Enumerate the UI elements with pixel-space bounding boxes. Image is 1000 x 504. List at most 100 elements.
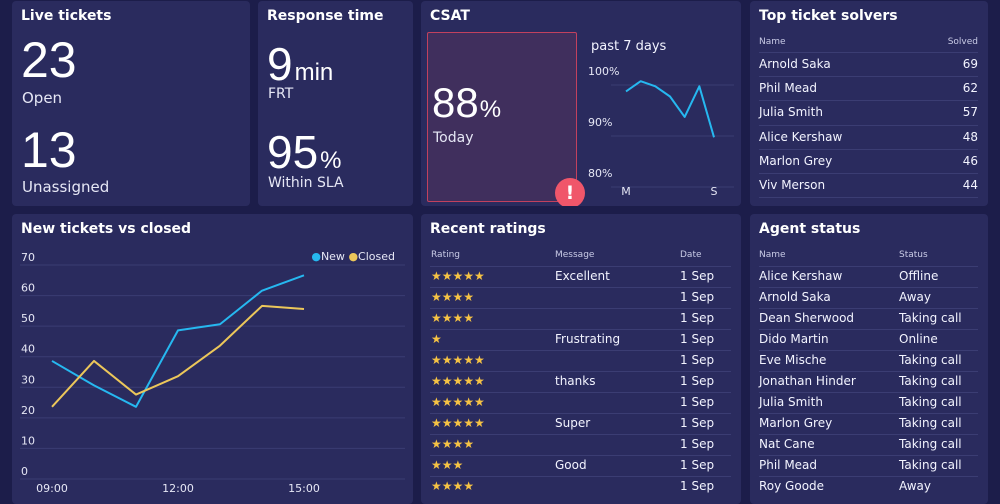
table-row-divider	[759, 434, 978, 435]
star-rating: ★	[431, 332, 442, 346]
frt-value: 9	[267, 38, 293, 90]
top-solvers-title: Top ticket solvers	[759, 8, 898, 24]
csat-today-metric: 88%	[432, 79, 501, 127]
solver-name: Alice Kershaw	[759, 129, 843, 144]
table-row-divider	[430, 476, 731, 477]
star-rating: ★★★★	[431, 437, 475, 451]
rating-message: Super	[555, 416, 591, 430]
agent-status: Taking call	[899, 437, 962, 451]
unassigned-count: 13	[21, 122, 77, 178]
csat-today-value: 88	[432, 79, 479, 126]
solvers-col-name: Name	[759, 37, 786, 47]
agent-status: Taking call	[899, 374, 962, 388]
solver-name: Viv Merson	[759, 178, 826, 192]
frt-unit: min	[294, 59, 334, 86]
solver-count: 48	[962, 129, 978, 144]
legend-new-label: New	[320, 250, 345, 263]
agent-name: Marlon Grey	[759, 416, 833, 430]
table-row-divider	[759, 124, 978, 126]
agent-status: Taking call	[899, 458, 962, 472]
csat-today-unit: %	[479, 96, 502, 123]
agent-status: Taking call	[899, 416, 962, 430]
x-tick-label: M	[621, 185, 631, 198]
rating-date: 1 Sep	[680, 332, 715, 346]
table-row-divider	[430, 434, 731, 435]
ratings-col-rating: Rating	[431, 250, 461, 260]
csat-trend-chart: 100% 90% 80% M S	[588, 65, 734, 198]
new-vs-closed-title: New tickets vs closed	[21, 221, 192, 237]
table-row-divider	[759, 76, 978, 78]
agent-name: Roy Goode	[759, 479, 825, 493]
rating-date: 1 Sep	[680, 269, 715, 283]
live-tickets-card: Live tickets 23 Open 13 Unassigned	[12, 1, 250, 206]
table-row-divider	[759, 392, 978, 393]
response-time-title: Response time	[267, 8, 384, 24]
top-solvers-card: Top ticket solvers Name Solved Arnold Sa…	[750, 1, 988, 206]
rating-date: 1 Sep	[680, 479, 715, 493]
csat-trend-title: past 7 days	[591, 39, 667, 54]
star-rating: ★★★★	[431, 479, 475, 493]
new-vs-closed-chart: 70 60 50 40 30 20 10 0 09:00 12:00 15:00	[20, 251, 405, 495]
table-row-divider	[759, 371, 978, 372]
frt-label: FRT	[268, 86, 294, 102]
agents-col-name: Name	[759, 250, 786, 260]
star-rating: ★★★★★	[431, 374, 485, 388]
exclamation-icon: !	[555, 178, 585, 206]
table-row-divider	[759, 350, 978, 351]
rating-date: 1 Sep	[680, 416, 715, 430]
legend-closed-dot: ●	[348, 250, 359, 263]
table-row-divider	[759, 476, 978, 477]
live-tickets-title: Live tickets	[21, 8, 112, 24]
csat-title: CSAT	[430, 8, 470, 24]
rating-date: 1 Sep	[680, 353, 715, 367]
table-row-divider	[430, 350, 731, 351]
table-row-divider	[759, 455, 978, 456]
star-rating: ★★★	[431, 458, 464, 472]
y-tick-label: 10	[21, 434, 35, 447]
y-tick-label: 60	[21, 282, 35, 295]
table-row-divider	[430, 266, 731, 267]
star-rating: ★★★★★	[431, 395, 485, 409]
table-row-divider	[430, 392, 731, 393]
rating-message: Good	[555, 458, 587, 472]
solver-count: 44	[962, 178, 978, 192]
table-row-divider	[759, 287, 978, 288]
legend-closed-label: Closed	[358, 250, 395, 263]
y-tick-label: 0	[21, 465, 28, 478]
solver-name: Phil Mead	[759, 81, 818, 96]
rating-date: 1 Sep	[680, 290, 715, 304]
sla-unit: %	[320, 147, 342, 174]
csat-series-line	[625, 80, 715, 138]
star-rating: ★★★★★	[431, 416, 485, 430]
frt-metric: 9min	[267, 37, 333, 91]
agent-status: Online	[899, 332, 938, 346]
agent-name: Alice Kershaw	[759, 269, 843, 283]
agent-name: Dean Sherwood	[759, 311, 855, 325]
solver-name: Arnold Saka	[759, 57, 831, 71]
ratings-col-date: Date	[680, 250, 702, 260]
agent-status: Away	[899, 290, 931, 304]
x-tick-label: S	[711, 185, 718, 198]
rating-message: thanks	[555, 374, 596, 388]
y-tick-label: 20	[21, 404, 35, 417]
agent-name: Dido Martin	[759, 332, 829, 346]
agent-name: Phil Mead	[759, 458, 818, 472]
y-tick-label: 100%	[588, 65, 619, 78]
closed-series-line	[51, 304, 305, 408]
solver-count: 46	[962, 153, 978, 168]
table-row-divider	[759, 148, 978, 150]
sla-label: Within SLA	[268, 175, 344, 191]
solver-count: 57	[962, 105, 978, 120]
star-rating: ★★★★	[431, 290, 475, 304]
y-tick-label: 80%	[588, 167, 612, 180]
table-row-divider	[430, 455, 731, 456]
agent-name: Arnold Saka	[759, 290, 831, 304]
recent-ratings-title: Recent ratings	[430, 221, 546, 237]
y-tick-label: 40	[21, 343, 35, 356]
agent-name: Eve Mische	[759, 353, 827, 367]
agent-name: Jonathan Hinder	[759, 374, 856, 388]
table-row-divider	[430, 371, 731, 372]
legend: ●New ●Closed	[311, 250, 395, 263]
agents-col-status: Status	[899, 250, 928, 260]
table-row-divider	[759, 100, 978, 102]
